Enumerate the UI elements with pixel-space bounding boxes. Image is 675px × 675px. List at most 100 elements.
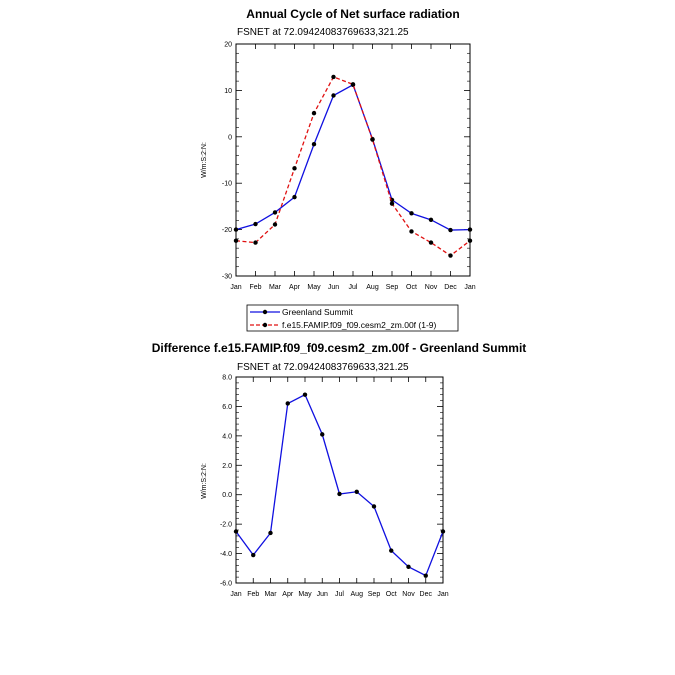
chart1-series-0-point: [292, 194, 297, 200]
chart1-series-1-point: [331, 74, 336, 80]
chart2-series-0-point: [251, 552, 256, 558]
chart2-xtick-label: Dec: [420, 591, 433, 598]
chart1-ytick-label: 20: [224, 42, 232, 49]
chart2-xtick-label: May: [298, 591, 312, 598]
chart1-xtick-label: Feb: [249, 284, 261, 291]
chart1-series-1-point: [467, 238, 473, 243]
legend-label-greenland: Greenland Summit: [282, 307, 354, 317]
chart1-ticks: Jan Feb Mar Apr May Jun Jul Aug Sep Oct Nov Dec Jan -…: [222, 42, 476, 292]
legend-box: [246, 304, 459, 332]
chart1-series-1-point: [448, 253, 453, 258]
legend-label-model: f.e15.FAMIP.f09_f09.cesm2_zm.00f (1-9): [282, 320, 437, 330]
chart2-xtick-label: Aug: [351, 591, 364, 598]
chart1-xtick-label: Mar: [269, 284, 282, 291]
chart2-xtick-label: Mar: [264, 591, 277, 598]
legend-marker-model: [262, 322, 268, 328]
chart2-series-0-point: [285, 401, 290, 406]
chart2-ytick-label: 2.0: [222, 463, 232, 470]
chart1-series-1-point: [370, 137, 375, 142]
chart1-series-1-point: [253, 240, 258, 245]
chart2-title: Difference f.e15.FAMIP.f09_f09.cesm2_zm.…: [152, 341, 527, 355]
chart2-series-0-point: [320, 432, 325, 437]
chart1-xtick-label: Oct: [406, 284, 417, 291]
chart1-series-1-point: [292, 166, 297, 171]
chart1-series-0-point: [311, 142, 317, 147]
chart2-ytick-label: 8.0: [222, 375, 232, 382]
chart1-series-0-point: [233, 227, 239, 232]
chart2-xtick-label: Jul: [335, 591, 344, 598]
chart1-xtick-label: Jan: [464, 284, 475, 291]
chart1-subtitle: FSNET at 72.09424083769633,321.25: [237, 27, 409, 38]
chart2-xtick-label: Sep: [368, 591, 381, 598]
chart2-xtick-label: Nov: [402, 591, 415, 598]
chart1-xtick-label: Jul: [349, 284, 358, 291]
chart1-series-0-point: [272, 210, 278, 215]
chart1-series-1-point: [428, 240, 434, 245]
chart2-xtick-label: Apr: [282, 591, 294, 598]
chart1-xtick-label: Jan: [230, 284, 241, 291]
chart1-ytick-label: 0: [228, 134, 232, 141]
chart-annual-cycle: Annual Cycle of Net surface radiation FS…: [201, 7, 476, 332]
chart1-xtick-label: Nov: [425, 284, 438, 291]
chart1-xtick-label: Sep: [386, 284, 399, 291]
chart2-xtick-label: Jun: [317, 591, 328, 598]
chart2-xtick-label: Feb: [247, 591, 259, 598]
chart1-ytick-label: -20: [222, 227, 232, 234]
chart1-series-1-point: [272, 222, 278, 227]
chart1-series-0-point: [448, 227, 453, 233]
chart2-xtick-label: Jan: [230, 591, 241, 598]
chart2-ylabel: W/m:S:2:N:: [201, 463, 208, 499]
chart2-ytick-label: -2.0: [220, 522, 232, 529]
chart2-ytick-label: 0.0: [222, 492, 232, 499]
chart2-series-0-point: [371, 504, 377, 509]
chart2-subtitle: FSNET at 72.09424083769633,321.25: [237, 362, 409, 373]
chart-difference: Difference f.e15.FAMIP.f09_f09.cesm2_zm.…: [152, 341, 527, 598]
chart2-series-0-point: [268, 530, 273, 536]
chart1-xtick-label: Jun: [328, 284, 339, 291]
chart1-series-0-point: [409, 211, 414, 216]
chart2-series-0-point: [440, 529, 446, 534]
chart2-series: [233, 392, 446, 578]
chart1-series-1-point: [233, 238, 239, 243]
chart1-ylabel: W/m:S:2:N:: [201, 142, 208, 178]
chart1-series-1-point: [389, 201, 395, 206]
chart2-series-0-point: [337, 491, 342, 497]
chart2-ytick-label: 6.0: [222, 404, 232, 411]
chart2-plot-frame: [235, 376, 444, 584]
chart1-xtick-label: Aug: [366, 284, 379, 291]
chart1-series-1-point: [409, 229, 414, 234]
chart2-series-0-point: [354, 489, 359, 494]
chart1-ytick-label: -10: [222, 181, 232, 188]
chart1-title: Annual Cycle of Net surface radiation: [246, 7, 459, 21]
chart1-series-0-point: [428, 217, 434, 223]
chart1-series-line-1: [235, 76, 471, 257]
chart1-ytick-label: 10: [224, 88, 232, 95]
chart1-series-1-point: [350, 82, 356, 87]
chart2-series-0-point: [406, 564, 411, 570]
chart1-series-0-point: [253, 221, 258, 227]
chart1-series-0-point: [467, 227, 473, 232]
chart2-ytick-label: -4.0: [220, 551, 232, 558]
chart1-xtick-label: Dec: [444, 284, 457, 291]
chart2-xtick-label: Jan: [437, 591, 448, 598]
chart1-series-1-point: [311, 110, 317, 116]
chart2-series-0-point: [423, 573, 428, 578]
chart1-series: [233, 74, 473, 258]
chart2-xtick-label: Oct: [386, 591, 397, 598]
chart2-series-0-point: [302, 392, 308, 397]
chart1-ytick-label: -30: [222, 274, 232, 281]
chart2-series-0-point: [233, 529, 239, 534]
legend-marker-greenland: [262, 309, 268, 315]
chart1-xtick-label: May: [307, 284, 321, 291]
chart1-plot-frame: [235, 43, 471, 277]
chart2-ytick-label: -6.0: [220, 581, 232, 588]
chart2-ticks: Jan Feb Mar Apr May Jun Jul Aug Sep Oct Nov Dec Jan -…: [220, 375, 449, 599]
chart1-series-line-0: [235, 83, 471, 231]
chart2-ytick-label: 4.0: [222, 433, 232, 440]
chart1-xtick-label: Apr: [289, 284, 301, 291]
chart2-series-0-point: [389, 548, 394, 553]
chart1-series-0-point: [331, 93, 336, 98]
chart2-series-line-0: [235, 393, 444, 577]
chart1-legend: Greenland Summit f.e15.FAMIP.f09_f09.ces…: [246, 304, 459, 332]
